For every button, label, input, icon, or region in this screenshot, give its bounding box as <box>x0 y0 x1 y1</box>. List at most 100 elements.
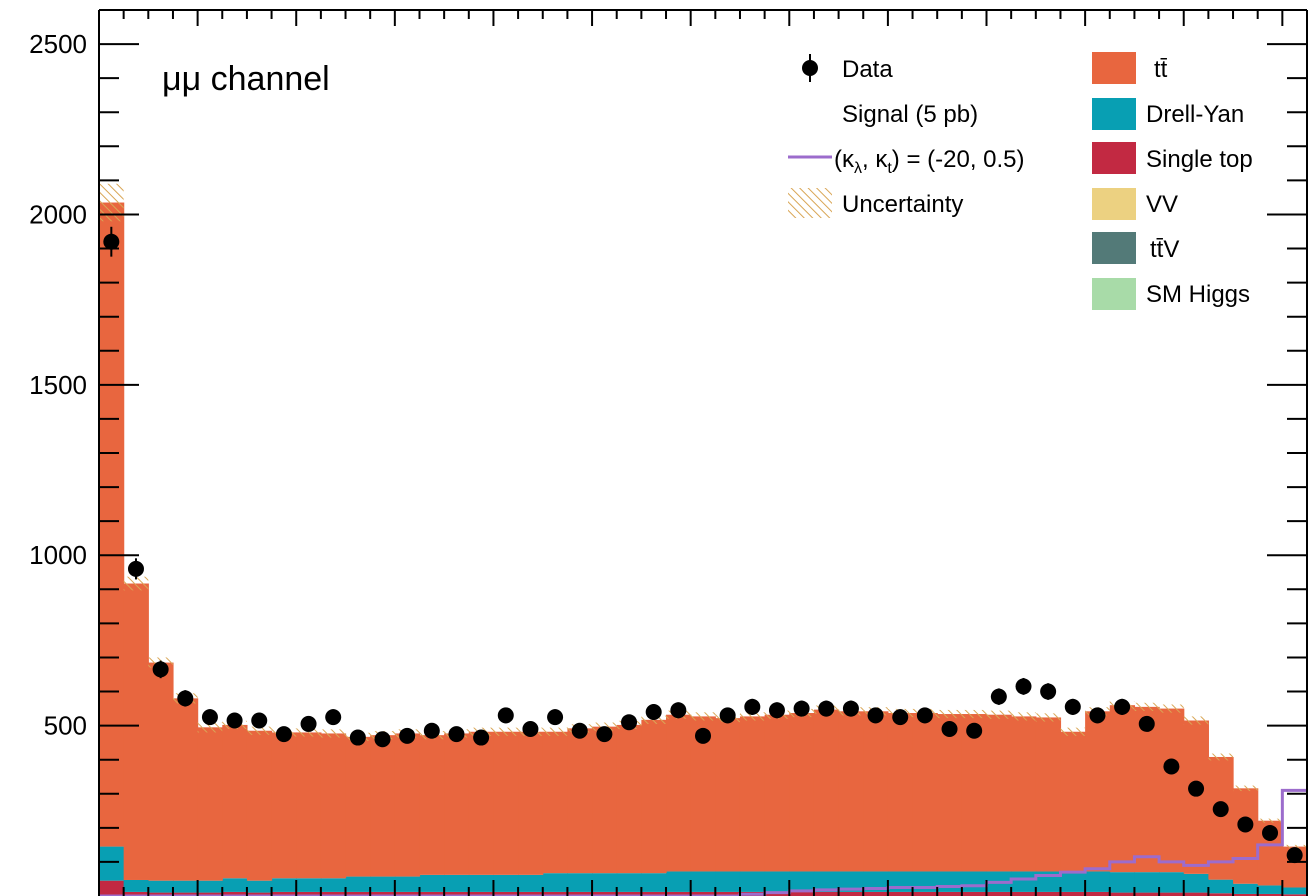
data-point <box>226 712 243 729</box>
bar-single-top <box>1183 892 1209 896</box>
bar-drell-yan <box>1282 887 1308 895</box>
bar-drell-yan <box>370 876 396 892</box>
bar-single-top <box>715 891 741 896</box>
bar-tt <box>197 727 223 881</box>
bar-drell-yan <box>715 871 741 892</box>
bar-drell-yan <box>123 879 149 892</box>
bar-single-top <box>123 891 149 896</box>
bar-single-top <box>148 892 174 896</box>
single-top-swatch-icon <box>1092 142 1136 174</box>
data-point <box>916 707 933 724</box>
bar-tt <box>592 726 618 874</box>
bar-single-top <box>912 891 938 896</box>
data-point <box>990 688 1007 705</box>
uncertainty-bin <box>1159 704 1184 713</box>
bar-drell-yan <box>1183 873 1209 893</box>
bar-single-top <box>320 891 347 896</box>
data-point <box>522 721 539 738</box>
bar-single-top <box>592 891 618 896</box>
bar-single-top <box>1159 892 1185 896</box>
data-point <box>793 700 810 717</box>
bar-tt <box>838 711 864 872</box>
uncertainty-bin <box>246 726 272 735</box>
bar-tt <box>320 733 347 879</box>
bar-single-top <box>986 891 1012 896</box>
bar-drell-yan <box>764 871 790 892</box>
data-point <box>448 726 465 743</box>
bar-tt <box>1060 731 1086 872</box>
bar-drell-yan <box>1109 872 1136 893</box>
bar-drell-yan <box>592 873 618 892</box>
bar-tt <box>1233 788 1259 884</box>
bar-drell-yan <box>518 874 544 892</box>
y-tick-label: 2500 <box>29 29 87 59</box>
bar-tt <box>518 731 544 875</box>
bar-single-top <box>1109 892 1136 896</box>
bar-tt <box>961 714 988 872</box>
bar-tt <box>394 733 421 877</box>
bar-drell-yan <box>345 876 371 892</box>
data-point <box>1262 824 1279 841</box>
uncertainty-bin <box>1233 785 1258 792</box>
uncertainty-bin <box>296 728 321 737</box>
bar-single-top <box>641 891 667 896</box>
stacked-bars <box>99 202 1308 896</box>
bar-tt <box>444 733 470 875</box>
data-point <box>1089 707 1106 724</box>
bar-drell-yan <box>444 874 470 892</box>
data-point <box>423 722 440 739</box>
bar-single-top <box>1134 892 1160 896</box>
bar-tt <box>764 714 790 872</box>
bar-tt <box>296 732 322 879</box>
bar-drell-yan <box>271 878 297 892</box>
bar-single-top <box>394 891 421 896</box>
data-point <box>670 702 687 719</box>
bar-tt <box>863 711 889 872</box>
channel-label: μμ channel <box>162 60 330 98</box>
bar-single-top <box>370 891 396 896</box>
legend: Data Signal (5 pb) (κλ, κt) = (-20, 0.5)… <box>788 52 1253 310</box>
bar-drell-yan <box>567 873 593 892</box>
bar-tt <box>1183 720 1209 874</box>
bar-tt <box>912 713 938 872</box>
bar-single-top <box>1257 893 1283 896</box>
bar-tt <box>666 714 692 872</box>
legend-entry-single-top: Single top <box>1092 142 1253 174</box>
bar-drell-yan <box>1208 879 1234 894</box>
bar-single-top <box>1085 891 1111 896</box>
data-point <box>621 714 638 731</box>
data-point <box>275 726 292 743</box>
bar-single-top <box>172 892 199 896</box>
bar-tt <box>1159 708 1185 873</box>
bar-tt <box>345 736 371 877</box>
uncertainty-bin <box>542 727 568 736</box>
uncertainty-bin <box>961 709 987 719</box>
bar-tt <box>148 662 174 881</box>
data-point <box>349 729 366 746</box>
bar-tt <box>246 730 273 881</box>
bar-tt <box>271 732 297 879</box>
uncertainty-bin <box>1257 818 1283 823</box>
bar-tt <box>813 709 840 872</box>
bar-drell-yan <box>1085 871 1111 892</box>
legend-label-signal: Signal (5 pb) <box>842 101 978 128</box>
data-point <box>201 709 218 726</box>
data-point <box>1188 780 1205 797</box>
data-point <box>1040 683 1057 700</box>
data-point <box>497 707 514 724</box>
bar-single-top <box>567 891 593 896</box>
legend-label-ttbar: tt̄ <box>1154 56 1168 83</box>
legend-label-vv: VV <box>1146 191 1178 218</box>
y-tick-label: 1500 <box>29 370 87 400</box>
drell-yan-swatch-icon <box>1092 98 1136 130</box>
legend-label-drell-yan: Drell-Yan <box>1146 101 1244 128</box>
legend-entry-kappa: (κλ, κt) = (-20, 0.5) <box>788 146 1025 177</box>
bar-tt <box>1134 706 1160 873</box>
data-point <box>892 709 909 726</box>
uncertainty-bin <box>690 712 716 721</box>
uncertainty-bin <box>1183 716 1209 725</box>
bar-tt <box>937 714 963 872</box>
signal-line-layer <box>99 788 1307 896</box>
ttv-swatch-icon <box>1092 232 1136 264</box>
bar-drell-yan <box>789 871 815 892</box>
